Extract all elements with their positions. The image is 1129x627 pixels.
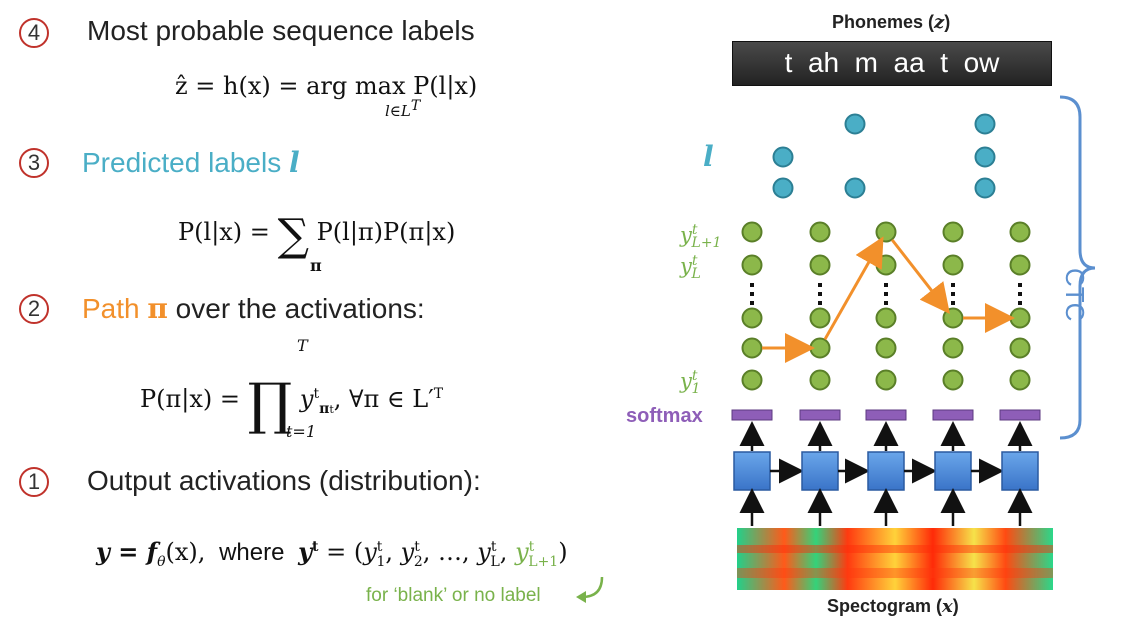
eq-3-lhs: P(l|x) =	[178, 218, 270, 246]
activation-node	[875, 337, 897, 359]
ellipsis-dot	[750, 292, 754, 296]
row-label-yL1: ytL+1	[680, 222, 722, 252]
label-node	[772, 146, 794, 168]
row-label-yL: ytL	[680, 253, 701, 283]
phonemes-title: Phonemes (z)	[832, 12, 951, 33]
eq-1: y = fθ(x), where yt = (yt1, yt2, …, ytL,…	[96, 537, 568, 570]
labels-symbol: l	[703, 140, 714, 173]
rnn-cell	[733, 451, 771, 491]
eq-4-lhs: ẑ = h(x) = arg max	[175, 72, 406, 100]
activation-node	[809, 254, 831, 276]
ellipsis-dot	[951, 292, 955, 296]
activation-node	[809, 307, 831, 329]
eq-2-prod: ∏	[247, 372, 293, 437]
ellipsis-dot	[818, 292, 822, 296]
step-2-badge: 2	[19, 294, 49, 324]
label-node	[844, 113, 866, 135]
ellipsis-dot	[1018, 283, 1022, 287]
spectrogram-title: Spectogram (x)	[827, 596, 959, 617]
eq-2-term: ytπt, ∀π ∈ L′T	[299, 385, 444, 417]
row-label-y1: yt1	[680, 368, 701, 398]
ctc-brace	[1059, 95, 1096, 440]
activation-node	[942, 369, 964, 391]
eq-3: P(l|x) = ∑ P(l|π)P(π|x) π	[178, 210, 456, 275]
phoneme-text: t ah m aa t ow	[784, 47, 1000, 78]
step-2-title: Path π over the activations:	[82, 292, 425, 325]
eq-4: ẑ = h(x) = arg max l∈LT P(l|x)	[175, 72, 478, 120]
label-node	[974, 113, 996, 135]
spectrogram-band	[737, 545, 1053, 553]
activation-node	[741, 254, 763, 276]
blank-note-arrow	[576, 576, 604, 603]
eq-3-sum: ∑	[277, 210, 309, 261]
rnn-cell	[1001, 451, 1039, 491]
ellipsis-dot	[951, 283, 955, 287]
activation-node	[741, 369, 763, 391]
softmax-bar	[932, 409, 974, 421]
step-1-badge: 1	[19, 467, 49, 497]
rnn-cell	[934, 451, 972, 491]
label-node	[844, 177, 866, 199]
rnn-cell	[867, 451, 905, 491]
eq-2: P(π|x) = ∏ ytπt, ∀π ∈ L′T T t=1	[140, 336, 444, 441]
ellipsis-dot	[884, 301, 888, 305]
ellipsis-dot	[818, 283, 822, 287]
activation-node	[1009, 221, 1031, 243]
activation-node	[875, 307, 897, 329]
ellipsis-dot	[1018, 292, 1022, 296]
label-node	[974, 177, 996, 199]
softmax-bar	[999, 409, 1041, 421]
ellipsis-dot	[818, 301, 822, 305]
path-arrow	[890, 238, 950, 315]
activation-node	[1009, 337, 1031, 359]
step-4-title: Most probable sequence labels	[87, 15, 475, 46]
activation-node	[875, 221, 897, 243]
ellipsis-dot	[750, 301, 754, 305]
activation-node	[1009, 254, 1031, 276]
label-node	[974, 146, 996, 168]
eq-3-sub: π	[310, 256, 322, 275]
activation-node	[809, 337, 831, 359]
spectrogram-band	[737, 568, 1053, 578]
ellipsis-dot	[1018, 301, 1022, 305]
activation-node	[741, 221, 763, 243]
eq-2-lower: t=1	[286, 422, 317, 441]
step-4-badge: 4	[19, 18, 49, 48]
activation-node	[942, 307, 964, 329]
spectrogram	[737, 528, 1053, 590]
rnn-cell	[801, 451, 839, 491]
step-3-badge: 3	[19, 148, 49, 178]
activation-node	[809, 369, 831, 391]
softmax-bar	[799, 409, 841, 421]
ellipsis-dot	[884, 283, 888, 287]
activation-node	[942, 254, 964, 276]
activation-node	[1009, 307, 1031, 329]
activation-node	[875, 369, 897, 391]
softmax-bar	[865, 409, 907, 421]
label-node	[772, 177, 794, 199]
activation-node	[809, 221, 831, 243]
ellipsis-dot	[750, 283, 754, 287]
eq-4-rhs: P(l|x)	[413, 72, 478, 100]
eq-3-rhs: P(l|π)P(π|x)	[316, 218, 456, 246]
softmax-bar	[731, 409, 773, 421]
path-arrow	[823, 236, 884, 341]
activation-node	[741, 337, 763, 359]
eq-2-lhs: P(π|x) =	[140, 385, 241, 413]
eq-2-upper: T	[297, 336, 308, 355]
phoneme-bar	[732, 41, 1052, 86]
step-3-title: Predicted labels l	[82, 146, 300, 179]
softmax-label: softmax	[626, 405, 703, 427]
eq-4-sub: l∈LT	[385, 98, 421, 120]
activation-node	[741, 307, 763, 329]
activation-node	[1009, 369, 1031, 391]
step-1-title: Output activations (distribution):	[87, 465, 481, 496]
ellipsis-dot	[951, 301, 955, 305]
ellipsis-dot	[884, 292, 888, 296]
activation-node	[942, 221, 964, 243]
blank-note: for ‘blank’ or no label	[366, 585, 541, 606]
activation-node	[942, 337, 964, 359]
activation-node	[875, 254, 897, 276]
